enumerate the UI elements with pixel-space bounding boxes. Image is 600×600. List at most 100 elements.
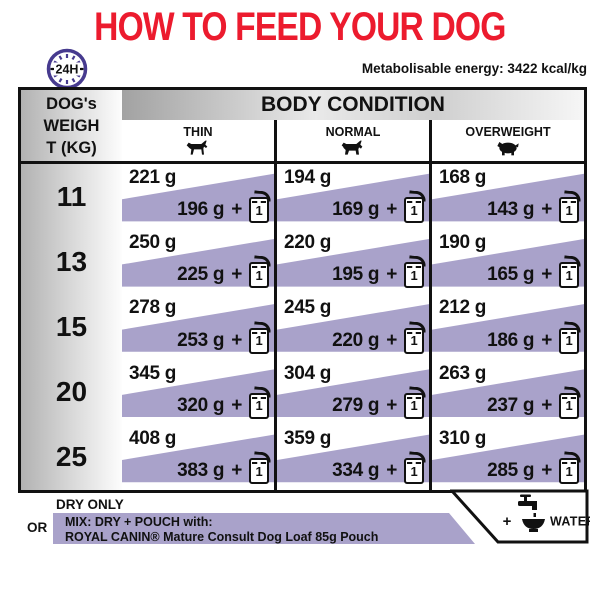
plus-sign: + bbox=[231, 264, 242, 286]
plus-sign: + bbox=[386, 329, 397, 351]
dry-amount: 278 g bbox=[129, 297, 177, 319]
water-label: WATER bbox=[550, 515, 590, 529]
page-title: HOW TO FEED YOUR DOG bbox=[0, 5, 600, 50]
pouch-count: 1 bbox=[410, 463, 418, 479]
column-header-overweight: OVERWEIGHT bbox=[429, 120, 584, 161]
mix-row: 253 g + 1 bbox=[177, 327, 269, 354]
mix-amount: 334 g bbox=[332, 460, 380, 482]
feed-cell: 345 g 320 g + 1 bbox=[122, 359, 274, 425]
mix-row: 196 g + 1 bbox=[177, 197, 269, 224]
24h-clock-icon: 24H bbox=[46, 48, 88, 90]
mix-amount: 279 g bbox=[332, 394, 380, 416]
mix-row: 225 g + 1 bbox=[177, 262, 269, 289]
pouch-count: 1 bbox=[565, 202, 573, 218]
mix-amount: 195 g bbox=[332, 264, 380, 286]
page-title-text: HOW TO FEED YOUR DOG bbox=[94, 5, 506, 49]
dry-amount: 245 g bbox=[284, 297, 332, 319]
pouch-count: 1 bbox=[255, 398, 263, 414]
weight-header-line: WEIGH bbox=[43, 116, 100, 135]
feed-cell: 194 g 169 g + 1 bbox=[277, 164, 429, 230]
feed-cell: 310 g 285 g + 1 bbox=[432, 424, 584, 491]
feed-cell: 408 g 383 g + 1 bbox=[122, 424, 274, 491]
mix-row: 279 g + 1 bbox=[332, 392, 424, 419]
feed-cell: 220 g 195 g + 1 bbox=[277, 229, 429, 295]
body-condition-header: BODY CONDITION bbox=[122, 90, 584, 120]
pouch-icon: 1 bbox=[249, 392, 269, 419]
dry-amount: 408 g bbox=[129, 427, 177, 449]
weight-value: 11 bbox=[56, 180, 87, 212]
feed-cell: 212 g 186 g + 1 bbox=[432, 294, 584, 360]
mix-amount: 383 g bbox=[177, 460, 225, 482]
dry-amount: 194 g bbox=[284, 167, 332, 188]
plus-sign: + bbox=[231, 460, 242, 482]
mix-row: 285 g + 1 bbox=[487, 458, 579, 485]
dry-amount: 310 g bbox=[439, 427, 487, 449]
mix-row: 220 g + 1 bbox=[332, 327, 424, 354]
pouch-icon: 1 bbox=[559, 197, 579, 224]
pouch-count: 1 bbox=[255, 333, 263, 349]
mix-row: 143 g + 1 bbox=[487, 197, 579, 224]
column-header-normal: NORMAL bbox=[274, 120, 429, 161]
pouch-count: 1 bbox=[565, 398, 573, 414]
weight-value: 20 bbox=[55, 376, 88, 408]
dry-amount: 304 g bbox=[284, 362, 332, 384]
plus-sign: + bbox=[231, 394, 242, 416]
weight-value: 13 bbox=[55, 245, 88, 277]
plus-sign: + bbox=[541, 199, 552, 221]
mix-row: 186 g + 1 bbox=[487, 327, 579, 354]
overweight-dog-icon bbox=[497, 142, 519, 156]
pouch-count: 1 bbox=[410, 202, 418, 218]
condition-subheader-row: THIN NORMAL OVERWEIGHT bbox=[122, 120, 584, 161]
mix-amount: 237 g bbox=[487, 394, 535, 416]
column-overweight: 168 g 143 g + 1 190 g 165 g + 1 bbox=[429, 164, 584, 491]
dry-amount: 263 g bbox=[439, 362, 487, 384]
column-label-normal: NORMAL bbox=[325, 125, 381, 139]
mix-row: 320 g + 1 bbox=[177, 392, 269, 419]
thin-dog-icon bbox=[186, 140, 208, 155]
water-tap-icon bbox=[518, 494, 545, 532]
weight-value: 15 bbox=[55, 311, 88, 342]
plus-sign: + bbox=[386, 264, 397, 286]
mix-amount: 143 g bbox=[487, 199, 535, 221]
pouch-icon: 1 bbox=[249, 262, 269, 289]
pouch-count: 1 bbox=[410, 267, 418, 283]
dry-amount: 190 g bbox=[439, 232, 487, 254]
feed-cell: 245 g 220 g + 1 bbox=[277, 294, 429, 360]
feed-cell: 359 g 334 g + 1 bbox=[277, 424, 429, 491]
mix-amount: 220 g bbox=[332, 329, 380, 351]
energy-note: Metabolisable energy: 3422 kcal/kg bbox=[361, 61, 587, 76]
feed-cell: 190 g 165 g + 1 bbox=[432, 229, 584, 295]
pouch-icon: 1 bbox=[559, 458, 579, 485]
weight-value: 25 bbox=[55, 441, 88, 473]
column-header-thin: THIN bbox=[122, 120, 274, 161]
dry-amount: 221 g bbox=[129, 167, 177, 188]
mix-legend-line1: MIX: DRY + POUCH with: bbox=[65, 515, 213, 529]
plus-sign: + bbox=[541, 394, 552, 416]
mix-amount: 285 g bbox=[487, 460, 535, 482]
dry-amount: 250 g bbox=[129, 232, 177, 254]
feeding-table: DOG's WEIGH T (KG) BODY CONDITION THIN N… bbox=[18, 87, 587, 493]
dry-amount: 220 g bbox=[284, 232, 332, 254]
weight-column-background bbox=[21, 90, 122, 490]
dry-amount: 168 g bbox=[439, 167, 487, 188]
column-label-thin: THIN bbox=[183, 125, 213, 139]
pouch-icon: 1 bbox=[249, 458, 269, 485]
mix-amount: 225 g bbox=[177, 264, 225, 286]
pouch-count: 1 bbox=[255, 267, 263, 283]
mix-amount: 169 g bbox=[332, 199, 380, 221]
mix-legend-bar: MIX: DRY + POUCH with: ROYAL CANIN® Matu… bbox=[53, 513, 475, 544]
feed-cell: 221 g 196 g + 1 bbox=[122, 164, 274, 230]
mix-row: 383 g + 1 bbox=[177, 458, 269, 485]
plus-sign: + bbox=[386, 394, 397, 416]
feed-cell: 168 g 143 g + 1 bbox=[432, 164, 584, 230]
pouch-icon: 1 bbox=[559, 392, 579, 419]
pouch-icon: 1 bbox=[404, 392, 424, 419]
water-callout: + WATER bbox=[450, 489, 590, 544]
pouch-count: 1 bbox=[410, 333, 418, 349]
dry-amount: 345 g bbox=[129, 362, 177, 384]
column-normal: 194 g 169 g + 1 220 g 195 g + 1 bbox=[274, 164, 429, 491]
column-label-overweight: OVERWEIGHT bbox=[465, 125, 551, 139]
clock-label: 24H bbox=[56, 63, 79, 77]
dry-amount: 359 g bbox=[284, 427, 332, 449]
